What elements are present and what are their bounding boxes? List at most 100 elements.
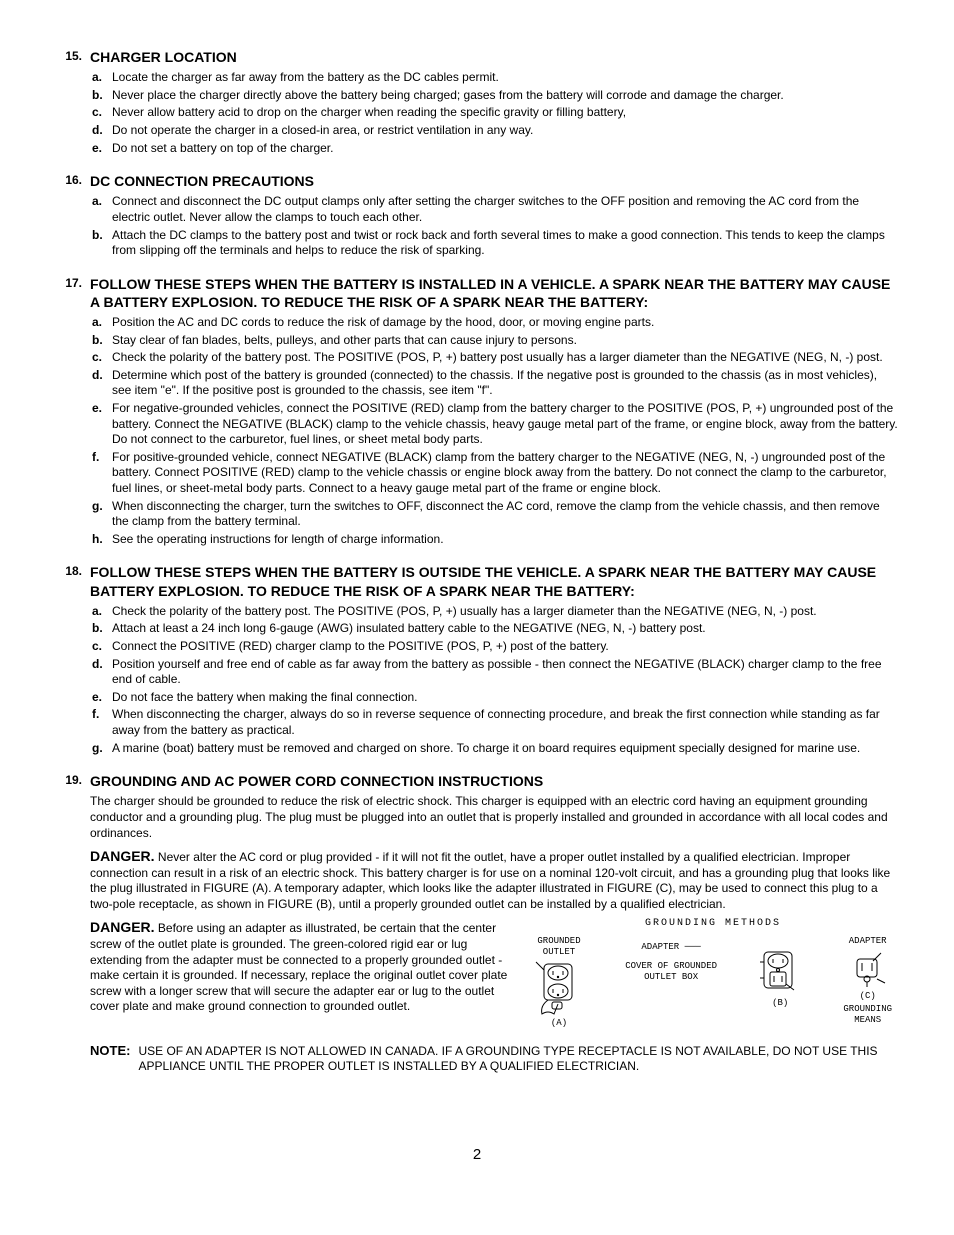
grounded-outlet-label: GROUNDED OUTLET: [537, 936, 580, 958]
list-item-text: Locate the charger as far away from the …: [112, 70, 898, 86]
page-number: 2: [56, 1145, 898, 1165]
list-item-text: Do not face the battery when making the …: [112, 690, 898, 706]
section-heading: FOLLOW THESE STEPS WHEN THE BATTERY IS O…: [90, 563, 898, 599]
grounding-intro: The charger should be grounded to reduce…: [90, 794, 898, 841]
section-body: FOLLOW THESE STEPS WHEN THE BATTERY IS I…: [90, 275, 898, 550]
list-item: c.Connect the POSITIVE (RED) charger cla…: [90, 639, 898, 655]
section: 17.FOLLOW THESE STEPS WHEN THE BATTERY I…: [56, 275, 898, 550]
section-body: DC CONNECTION PRECAUTIONSa.Connect and d…: [90, 172, 898, 261]
list-item-letter: a.: [90, 315, 112, 331]
danger-label: DANGER.: [90, 848, 155, 864]
figure-c: ADAPTER (C) GROUNDING M: [843, 936, 892, 1025]
adapter-c-icon: [847, 949, 889, 991]
list-item-letter: e.: [90, 401, 112, 448]
list-item: e.Do not set a battery on top of the cha…: [90, 141, 898, 157]
list-item: b.Attach at least a 24 inch long 6-gauge…: [90, 621, 898, 637]
list-item: f.When disconnecting the charger, always…: [90, 707, 898, 738]
list-item: h.See the operating instructions for len…: [90, 532, 898, 548]
section-body: FOLLOW THESE STEPS WHEN THE BATTERY IS O…: [90, 563, 898, 758]
adapter-label: ADAPTER ───: [641, 942, 700, 953]
list-item: d.Do not operate the charger in a closed…: [90, 123, 898, 139]
note-text: USE OF AN ADAPTER IS NOT ALLOWED IN CANA…: [138, 1043, 898, 1075]
list-item: d.Position yourself and free end of cabl…: [90, 657, 898, 688]
list-item-text: For positive-grounded vehicle, connect N…: [112, 450, 898, 497]
list-item-letter: g.: [90, 499, 112, 530]
section-heading: GROUNDING AND AC POWER CORD CONNECTION I…: [90, 772, 898, 790]
list-item: e.Do not face the battery when making th…: [90, 690, 898, 706]
figure-a-label: (A): [551, 1018, 567, 1029]
danger-1: DANGER. Never alter the AC cord or plug …: [90, 847, 898, 912]
section-heading: CHARGER LOCATION: [90, 48, 898, 66]
list-item-letter: e.: [90, 690, 112, 706]
list-item-letter: a.: [90, 604, 112, 620]
danger-2-row: DANGER. Before using an adapter as illus…: [90, 918, 898, 1028]
section-number: 17.: [56, 275, 90, 550]
figure-c-label: (C): [860, 991, 876, 1002]
list-item-text: When disconnecting the charger, turn the…: [112, 499, 898, 530]
figure-center: ADAPTER ─── COVER OF GROUNDED OUTLET BOX: [625, 936, 717, 982]
section-body: GROUNDING AND AC POWER CORD CONNECTION I…: [90, 772, 898, 1075]
list-item-letter: c.: [90, 350, 112, 366]
list-item-letter: c.: [90, 639, 112, 655]
list-item-text: Position the AC and DC cords to reduce t…: [112, 315, 898, 331]
list-item-letter: c.: [90, 105, 112, 121]
list-item-text: For negative-grounded vehicles, connect …: [112, 401, 898, 448]
list-item: b.Attach the DC clamps to the battery po…: [90, 228, 898, 259]
figure-b: (B): [758, 936, 802, 1009]
figure-a: GROUNDED OUTLET: [534, 936, 584, 1028]
section: 18.FOLLOW THESE STEPS WHEN THE BATTERY I…: [56, 563, 898, 758]
section-number: 16.: [56, 172, 90, 261]
outlet-a-icon: [534, 960, 584, 1018]
list-item-text: Never place the charger directly above t…: [112, 88, 898, 104]
outlet-b-icon: [758, 948, 802, 998]
list-item: a.Connect and disconnect the DC output c…: [90, 194, 898, 225]
list-item-letter: f.: [90, 707, 112, 738]
list-item: e.For negative-grounded vehicles, connec…: [90, 401, 898, 448]
note-label: NOTE:: [90, 1043, 138, 1075]
list-item-letter: b.: [90, 88, 112, 104]
list-item-text: Determine which post of the battery is g…: [112, 368, 898, 399]
section: 16.DC CONNECTION PRECAUTIONSa.Connect an…: [56, 172, 898, 261]
cover-label: COVER OF GROUNDED OUTLET BOX: [625, 961, 717, 983]
list-item: c.Check the polarity of the battery post…: [90, 350, 898, 366]
grounding-figure: GROUNDING METHODS GROUNDED OUTLET: [528, 918, 898, 1028]
list-item-text: Check the polarity of the battery post. …: [112, 604, 898, 620]
list-item-letter: b.: [90, 333, 112, 349]
list-item-letter: d.: [90, 657, 112, 688]
list-item-letter: g.: [90, 741, 112, 757]
section-19: 19. GROUNDING AND AC POWER CORD CONNECTI…: [56, 772, 898, 1075]
list-item-letter: b.: [90, 228, 112, 259]
list-item-text: Connect and disconnect the DC output cla…: [112, 194, 898, 225]
list-item-text: A marine (boat) battery must be removed …: [112, 741, 898, 757]
grounding-means-label: GROUNDING MEANS: [843, 1004, 892, 1026]
list-item-text: Position yourself and free end of cable …: [112, 657, 898, 688]
list-item-text: See the operating instructions for lengt…: [112, 532, 898, 548]
list-item-text: When disconnecting the charger, always d…: [112, 707, 898, 738]
list-item-letter: d.: [90, 123, 112, 139]
section: 15.CHARGER LOCATION a.Locate the charger …: [56, 48, 898, 158]
adapter2-label: ADAPTER: [849, 936, 887, 947]
list-item: b.Stay clear of fan blades, belts, pulle…: [90, 333, 898, 349]
list-item-letter: d.: [90, 368, 112, 399]
figure-b-label: (B): [772, 998, 788, 1009]
list-item-text: Never allow battery acid to drop on the …: [112, 105, 898, 121]
list-item: a.Position the AC and DC cords to reduce…: [90, 315, 898, 331]
danger-1-text: Never alter the AC cord or plug provided…: [90, 850, 890, 911]
list-item: a.Check the polarity of the battery post…: [90, 604, 898, 620]
list-item: c.Never allow battery acid to drop on th…: [90, 105, 898, 121]
section-number: 19.: [56, 772, 90, 1075]
list-item: g.When disconnecting the charger, turn t…: [90, 499, 898, 530]
list-item-letter: a.: [90, 70, 112, 86]
list-item-letter: a.: [90, 194, 112, 225]
section-number: 18.: [56, 563, 90, 758]
section-number: 15.: [56, 48, 90, 158]
danger-label: DANGER.: [90, 919, 155, 935]
list-item-letter: h.: [90, 532, 112, 548]
section-body: CHARGER LOCATION a.Locate the charger as …: [90, 48, 898, 158]
list-item-letter: e.: [90, 141, 112, 157]
list-item: d.Determine which post of the battery is…: [90, 368, 898, 399]
note-block: NOTE: USE OF AN ADAPTER IS NOT ALLOWED I…: [90, 1043, 898, 1075]
list-item: b.Never place the charger directly above…: [90, 88, 898, 104]
list-item-letter: f.: [90, 450, 112, 497]
list-item-letter: b.: [90, 621, 112, 637]
